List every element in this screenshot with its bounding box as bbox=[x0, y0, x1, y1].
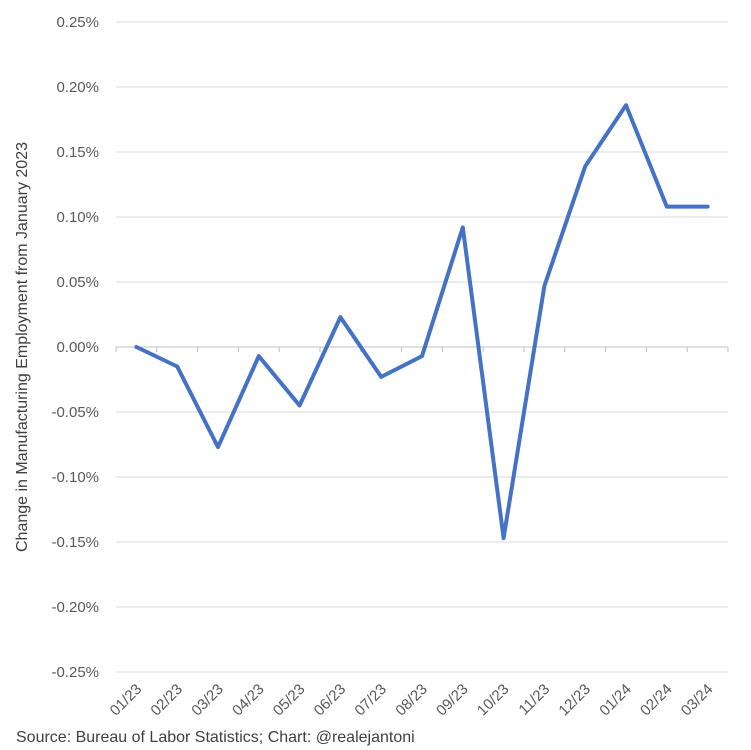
data-point bbox=[584, 165, 586, 167]
y-tick-label: -0.05% bbox=[51, 404, 99, 421]
series-polyline bbox=[134, 103, 710, 541]
series-line bbox=[134, 103, 710, 541]
x-tick-label: 04/23 bbox=[229, 681, 268, 720]
data-point bbox=[421, 355, 423, 357]
data-point bbox=[217, 446, 219, 448]
x-tick-label: 01/24 bbox=[596, 681, 635, 720]
y-tick-label: 0.10% bbox=[56, 209, 99, 226]
y-tick-label: 0.20% bbox=[56, 79, 99, 96]
y-tick-label: 0.05% bbox=[56, 274, 99, 291]
x-tick-label: 07/23 bbox=[351, 681, 390, 720]
x-tick-label: 06/23 bbox=[311, 681, 350, 720]
x-tick-label: 01/23 bbox=[107, 681, 146, 720]
data-point bbox=[666, 206, 668, 208]
y-axis-ticks: 0.25% 0.20% 0.15% 0.10% 0.05% 0.00% -0.05% -0.1… bbox=[51, 14, 99, 681]
y-tick-label: -0.20% bbox=[51, 599, 99, 616]
y-tick-label: -0.25% bbox=[51, 664, 99, 681]
data-point bbox=[135, 346, 137, 348]
data-point bbox=[176, 366, 178, 367]
data-point bbox=[503, 537, 505, 539]
x-tick-label: 02/23 bbox=[147, 681, 186, 720]
y-axis-title: Change in Manufacturing Employment from … bbox=[14, 142, 31, 552]
x-tick-label: 02/24 bbox=[637, 681, 676, 720]
y-tick-label: 0.00% bbox=[56, 339, 99, 356]
data-point bbox=[707, 206, 709, 208]
x-tick-label: 03/23 bbox=[188, 681, 227, 720]
x-tick-label: 03/24 bbox=[678, 681, 717, 720]
data-point bbox=[258, 355, 260, 357]
x-tick-label: 05/23 bbox=[270, 681, 309, 720]
data-point bbox=[299, 405, 301, 406]
x-tick-label: 10/23 bbox=[474, 681, 513, 720]
data-point bbox=[625, 104, 627, 106]
x-tick-label: 11/23 bbox=[515, 681, 553, 719]
y-tick-label: -0.15% bbox=[51, 534, 99, 551]
x-axis-ticks: 01/23 02/23 03/23 04/23 05/23 06/23 07/23 08/23… bbox=[107, 681, 717, 720]
x-tick-label: 08/23 bbox=[392, 681, 431, 720]
data-point bbox=[543, 285, 545, 287]
x-tick-label: 12/23 bbox=[555, 681, 594, 720]
data-point bbox=[339, 316, 341, 318]
data-point bbox=[380, 376, 382, 378]
x-axis-zero-line bbox=[115, 346, 729, 352]
data-point bbox=[462, 226, 464, 228]
y-tick-label: 0.25% bbox=[56, 14, 99, 31]
source-note: Source: Bureau of Labor Statistics; Char… bbox=[16, 729, 415, 746]
y-tick-label: -0.10% bbox=[51, 469, 99, 486]
y-tick-label: 0.15% bbox=[56, 144, 99, 161]
x-tick-label: 09/23 bbox=[433, 681, 472, 720]
